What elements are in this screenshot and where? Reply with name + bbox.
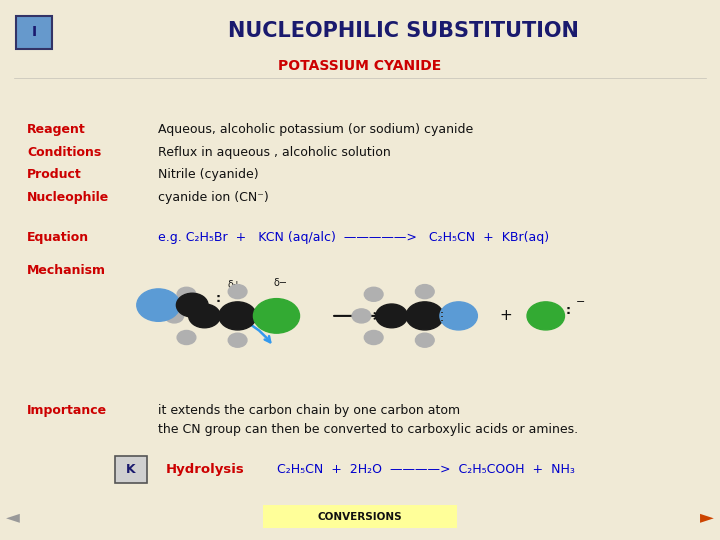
Text: Equation: Equation xyxy=(27,231,89,244)
Text: C₂H₅CN  +  2H₂O  ————>  C₂H₅COOH  +  NH₃: C₂H₅CN + 2H₂O ————> C₂H₅COOH + NH₃ xyxy=(277,463,575,476)
Text: −: − xyxy=(228,285,237,295)
Text: POTASSIUM CYANIDE: POTASSIUM CYANIDE xyxy=(279,59,441,73)
Circle shape xyxy=(406,302,444,330)
Text: NUCLEOPHILIC SUBSTITUTION: NUCLEOPHILIC SUBSTITUTION xyxy=(228,21,579,42)
Text: cyanide ion (CN⁻): cyanide ion (CN⁻) xyxy=(158,191,269,204)
Text: Importance: Importance xyxy=(27,404,107,417)
Circle shape xyxy=(253,299,300,333)
Text: Hydrolysis: Hydrolysis xyxy=(166,463,244,476)
Text: I: I xyxy=(31,25,37,39)
Circle shape xyxy=(527,302,564,330)
Circle shape xyxy=(177,330,196,345)
Circle shape xyxy=(440,302,477,330)
Text: Reagent: Reagent xyxy=(27,123,86,136)
Text: Nitrile (cyanide): Nitrile (cyanide) xyxy=(158,168,259,181)
Circle shape xyxy=(415,333,434,347)
Circle shape xyxy=(176,293,208,317)
Text: Product: Product xyxy=(27,168,82,181)
Text: ►: ► xyxy=(700,508,714,526)
Text: the CN group can then be converted to carboxylic acids or amines.: the CN group can then be converted to ca… xyxy=(158,423,579,436)
Text: Mechanism: Mechanism xyxy=(27,264,107,276)
Text: :: : xyxy=(566,304,571,317)
Text: :: : xyxy=(215,292,220,305)
Text: e.g. C₂H₅Br  +   KCN (aq/alc)  —————>   C₂H₅CN  +  KBr(aq): e.g. C₂H₅Br + KCN (aq/alc) —————> C₂H₅CN… xyxy=(158,231,549,244)
Text: Aqueous, alcoholic potassium (or sodium) cyanide: Aqueous, alcoholic potassium (or sodium)… xyxy=(158,123,474,136)
Text: Nucleophile: Nucleophile xyxy=(27,191,109,204)
Text: CONVERSIONS: CONVERSIONS xyxy=(318,512,402,522)
Text: ◄: ◄ xyxy=(6,508,20,526)
FancyBboxPatch shape xyxy=(16,16,52,49)
Text: K: K xyxy=(126,463,136,476)
Circle shape xyxy=(415,285,434,299)
Text: δ+: δ+ xyxy=(227,280,241,290)
Text: +: + xyxy=(500,308,513,323)
Circle shape xyxy=(219,302,256,330)
Circle shape xyxy=(364,330,383,345)
FancyBboxPatch shape xyxy=(115,456,147,483)
Circle shape xyxy=(228,333,247,347)
Text: −: − xyxy=(576,297,585,307)
Circle shape xyxy=(189,304,220,328)
Text: δ−: δ− xyxy=(273,278,287,288)
Circle shape xyxy=(364,287,383,301)
Text: Reflux in aqueous , alcoholic solution: Reflux in aqueous , alcoholic solution xyxy=(158,146,391,159)
Text: it extends the carbon chain by one carbon atom: it extends the carbon chain by one carbo… xyxy=(158,404,461,417)
FancyBboxPatch shape xyxy=(263,505,457,528)
Circle shape xyxy=(137,289,180,321)
Text: Conditions: Conditions xyxy=(27,146,102,159)
Circle shape xyxy=(165,309,184,323)
Circle shape xyxy=(352,309,371,323)
Circle shape xyxy=(177,287,196,301)
Circle shape xyxy=(376,304,408,328)
Circle shape xyxy=(228,285,247,299)
